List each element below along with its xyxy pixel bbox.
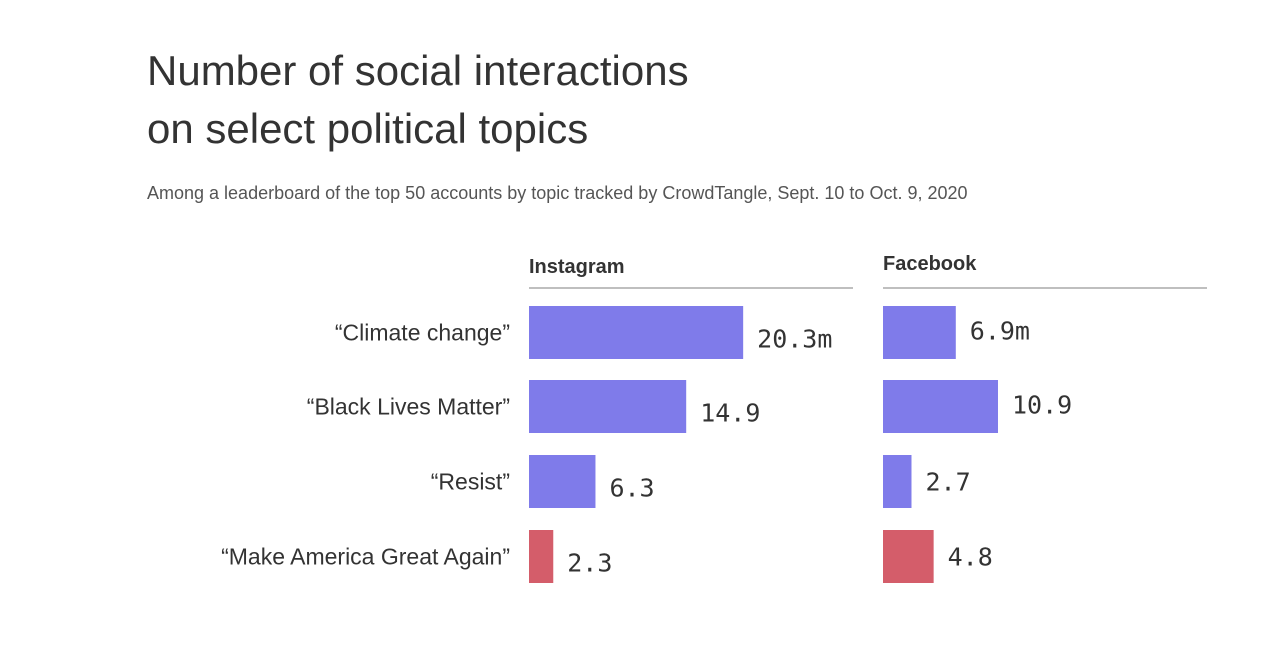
category-label: “Make America Great Again” xyxy=(221,544,510,570)
bar-instagram xyxy=(529,455,596,508)
chart-title: Number of social interactions on select … xyxy=(147,42,1047,158)
bar-instagram xyxy=(529,380,687,433)
value-label: 6.3 xyxy=(609,474,654,503)
bar-instagram xyxy=(529,530,554,583)
value-label: 2.3 xyxy=(567,549,612,578)
panel-title-facebook: Facebook xyxy=(883,253,977,275)
category-label: “Resist” xyxy=(431,469,510,495)
bar-facebook xyxy=(883,306,956,359)
bar-facebook xyxy=(883,380,998,433)
bar-facebook xyxy=(883,530,934,583)
value-label: 2.7 xyxy=(925,468,970,497)
panel-title-instagram: Instagram xyxy=(529,256,625,278)
value-label: 14.9 xyxy=(700,399,760,428)
chart-title-line-2: on select political topics xyxy=(147,105,589,152)
bar-instagram xyxy=(529,306,744,359)
value-label: 20.3m xyxy=(757,325,832,354)
bar-facebook xyxy=(883,455,912,508)
value-label: 6.9m xyxy=(970,317,1030,346)
chart-title-line-1: Number of social interactions xyxy=(147,47,689,94)
value-label: 4.8 xyxy=(948,543,993,572)
category-label: “Climate change” xyxy=(335,320,510,346)
chart-subtitle: Among a leaderboard of the top 50 accoun… xyxy=(147,183,968,203)
category-label: “Black Lives Matter” xyxy=(307,394,510,420)
value-label: 10.9 xyxy=(1012,391,1072,420)
